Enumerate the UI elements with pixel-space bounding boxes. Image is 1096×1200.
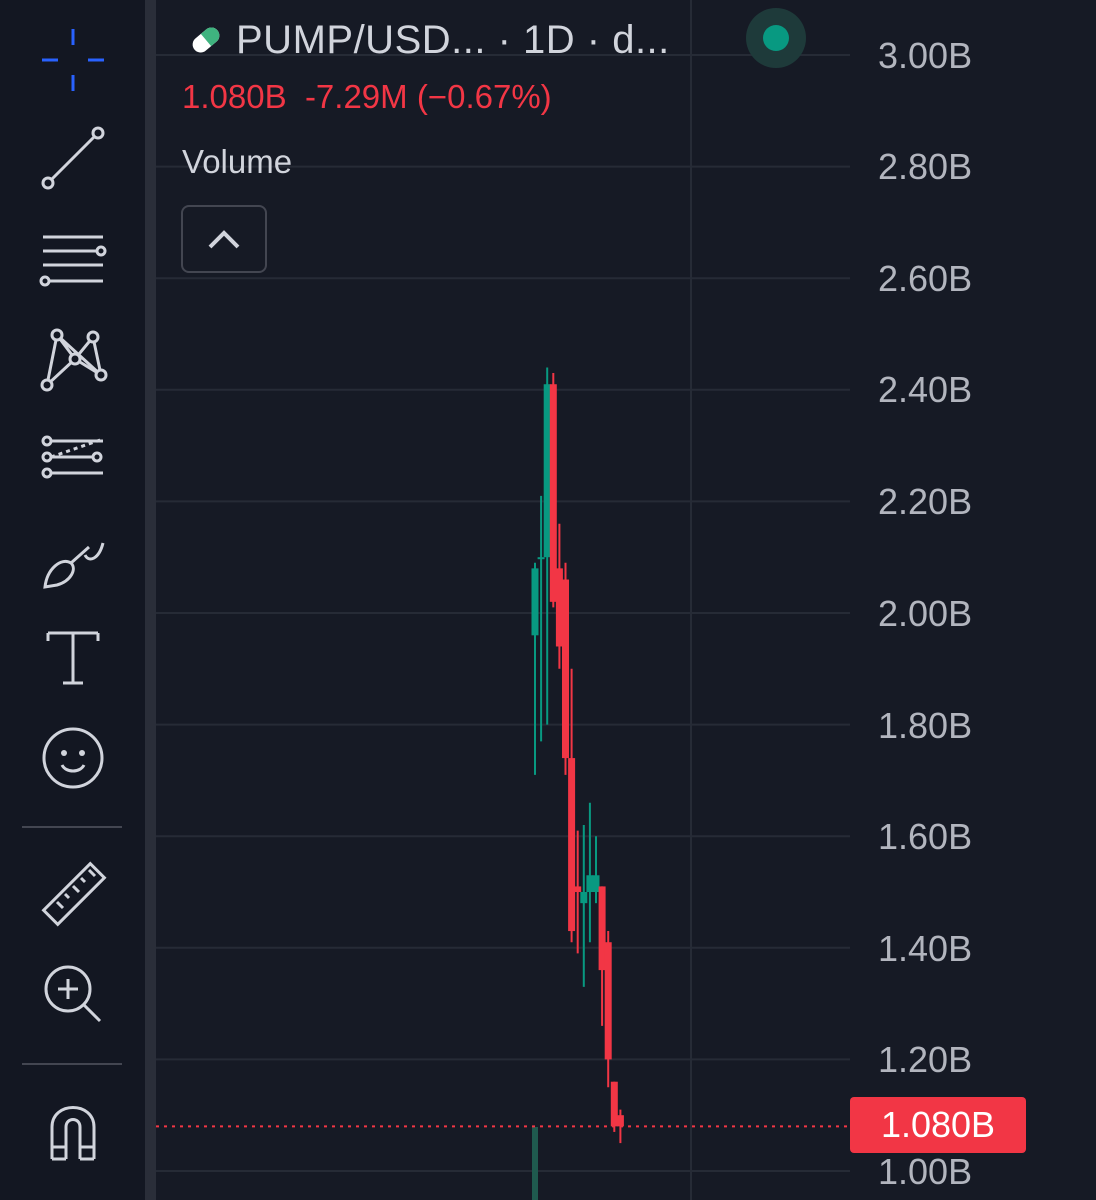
market-status-dot (763, 25, 789, 51)
price-axis-label: 2.00B (878, 593, 973, 634)
crosshair-tool[interactable] (28, 20, 118, 100)
emoji-tool[interactable] (28, 718, 118, 798)
magnet-icon (50, 1106, 96, 1161)
text-tool[interactable] (28, 618, 118, 698)
price-axis-label: 2.60B (878, 258, 973, 299)
candle-body (592, 875, 600, 892)
quote-line: 1.080B -7.29M (−0.67%) (182, 78, 552, 116)
candle-body (604, 942, 612, 1060)
price-axis-label: 1.20B (878, 1039, 973, 1080)
drawing-toolbar (0, 0, 145, 1200)
trend-line-tool[interactable] (28, 118, 118, 198)
zoom-in-icon (44, 965, 102, 1023)
candle-body (574, 886, 582, 892)
chart-pane[interactable] (156, 0, 1096, 1200)
price-axis-label: 2.40B (878, 369, 973, 410)
market-status-indicator[interactable] (746, 8, 806, 68)
volume-indicator-label[interactable]: Volume (182, 143, 293, 180)
chevron-up-icon (208, 230, 240, 249)
forecast-tool[interactable] (28, 420, 118, 500)
toolbar-scroll-edge (145, 0, 156, 1200)
xabcd-pattern-icon (40, 328, 108, 392)
price-axis-label: 1.00B (878, 1151, 973, 1192)
volume-bar (532, 1127, 538, 1200)
ruler-icon (41, 861, 107, 927)
smiley-icon (42, 727, 104, 789)
candle-body (610, 1081, 618, 1127)
zoom-tool[interactable] (28, 954, 118, 1034)
candle-body (586, 875, 594, 892)
toolbar-divider (22, 826, 122, 828)
price-axis-label: 3.00B (878, 35, 973, 76)
candle-body (531, 568, 539, 636)
symbol-header[interactable]: PUMP/USD... · 1D · d... (188, 10, 670, 70)
pattern-tool[interactable] (28, 318, 118, 398)
text-icon (46, 631, 100, 685)
last-price: 1.080B (182, 78, 287, 115)
candle-body (555, 568, 563, 647)
crosshair-icon (42, 29, 104, 91)
candle-body (580, 892, 588, 904)
candle-body (616, 1115, 624, 1127)
collapse-legend-button[interactable] (181, 205, 267, 273)
trend-line-icon (41, 126, 105, 190)
horizontal-lines-tool[interactable] (28, 218, 118, 298)
candle-body (537, 557, 545, 560)
forecast-lines-icon (41, 435, 104, 479)
brush-icon (43, 542, 105, 589)
candle-body (549, 384, 557, 602)
price-axis-label: 1.80B (878, 705, 973, 746)
price-axis-label: 1.60B (878, 816, 973, 857)
measure-tool[interactable] (28, 854, 118, 934)
candle-body (562, 579, 569, 759)
magnet-tool[interactable] (28, 1092, 118, 1172)
last-price-badge: 1.080B (850, 1097, 1026, 1153)
price-change: -7.29M (304, 78, 408, 115)
parallel-lines-icon (39, 235, 107, 287)
brush-tool[interactable] (28, 520, 118, 600)
price-change-percent: (−0.67%) (416, 78, 552, 115)
candle-body (598, 886, 606, 971)
candle-body (568, 758, 576, 932)
price-axis-label: 1.40B (878, 928, 973, 969)
candlestick-chart[interactable] (156, 0, 1096, 1200)
price-axis-label: 2.80B (878, 146, 973, 187)
price-axis-label: 2.20B (878, 481, 973, 522)
toolbar-divider (22, 1063, 122, 1065)
candle-body (543, 384, 551, 558)
pill-icon (192, 27, 220, 53)
symbol-title[interactable]: PUMP/USD... · 1D · d... (236, 17, 670, 62)
